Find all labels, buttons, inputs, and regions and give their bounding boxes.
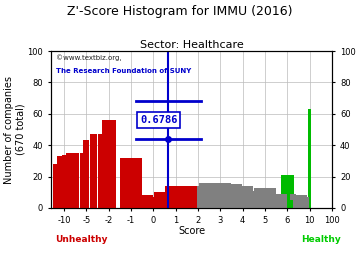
Bar — [53, 164, 57, 208]
Bar — [210, 183, 231, 208]
Text: 0.6786: 0.6786 — [140, 115, 177, 125]
Bar — [154, 192, 175, 208]
Bar — [287, 200, 293, 208]
Text: The Research Foundation of SUNY: The Research Foundation of SUNY — [56, 68, 192, 74]
Bar — [102, 120, 116, 208]
Bar — [266, 194, 287, 208]
Bar — [301, 195, 307, 208]
Bar — [98, 134, 105, 208]
Text: Z'-Score Histogram for IMMU (2016): Z'-Score Histogram for IMMU (2016) — [67, 5, 293, 18]
Bar — [143, 197, 164, 208]
Bar — [254, 188, 275, 208]
Bar — [71, 153, 75, 208]
Bar — [66, 153, 71, 208]
Bar — [80, 153, 84, 208]
Text: Unhealthy: Unhealthy — [55, 235, 108, 244]
Text: ©www.textbiz.org,: ©www.textbiz.org, — [56, 54, 122, 61]
Bar — [290, 194, 296, 208]
Title: Sector: Healthcare: Sector: Healthcare — [140, 40, 243, 50]
Bar — [281, 175, 294, 208]
Bar — [308, 109, 311, 208]
Y-axis label: Number of companies
(670 total): Number of companies (670 total) — [4, 76, 26, 184]
Bar — [84, 140, 89, 208]
Bar — [176, 186, 197, 208]
Bar — [131, 195, 153, 208]
Bar — [90, 134, 97, 208]
Bar — [232, 186, 253, 208]
Bar — [304, 197, 310, 208]
Bar — [187, 186, 208, 208]
Bar — [120, 158, 141, 208]
Text: Healthy: Healthy — [301, 235, 341, 244]
Bar — [298, 197, 304, 208]
Bar — [243, 191, 264, 208]
Bar — [293, 200, 298, 208]
Bar — [221, 184, 242, 208]
Bar — [198, 183, 220, 208]
X-axis label: Score: Score — [178, 226, 205, 236]
Bar — [75, 153, 80, 208]
Bar — [57, 156, 62, 208]
Bar — [296, 195, 301, 208]
Bar — [165, 186, 186, 208]
Bar — [62, 155, 66, 208]
